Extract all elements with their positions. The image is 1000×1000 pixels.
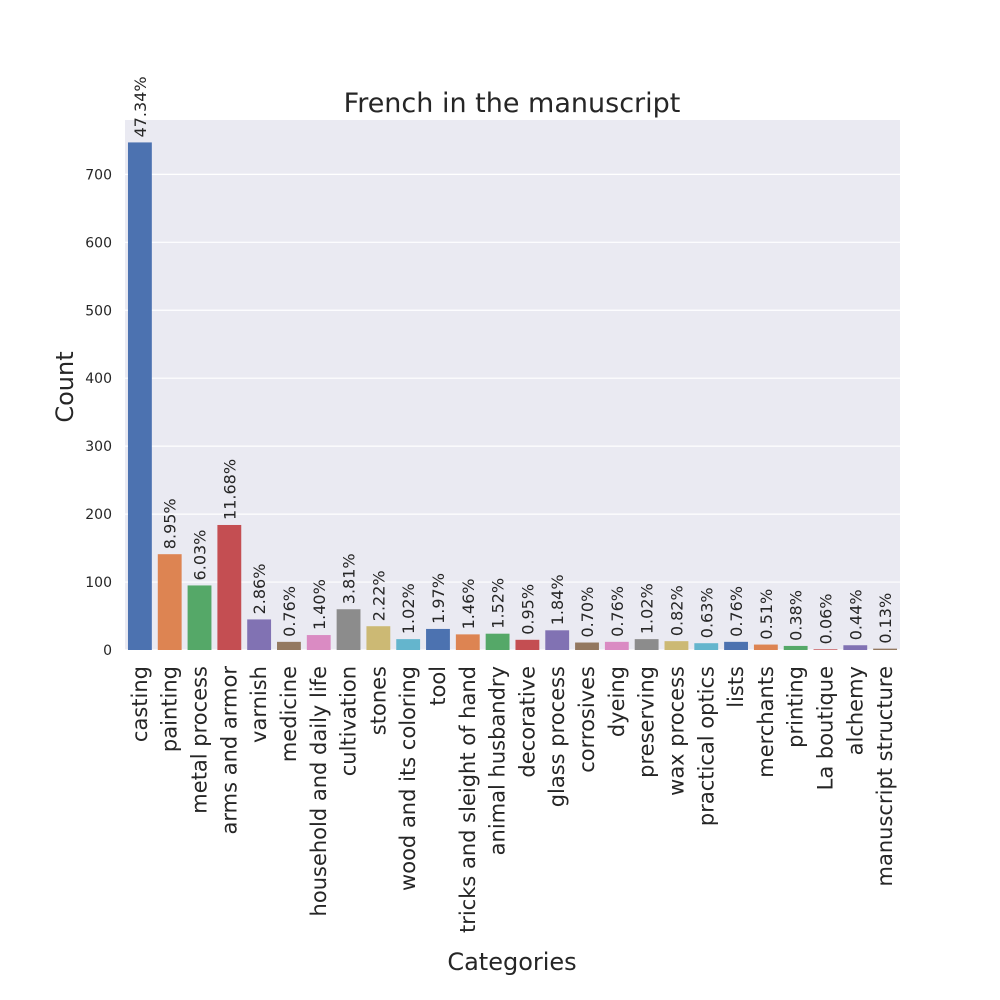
x-tick-label: preserving [635,666,659,778]
y-tick-label: 400 [85,371,112,387]
bar [426,628,450,650]
x-tick-label: household and daily life [307,666,331,916]
x-tick-label: La boutique [813,666,837,790]
plot-background [125,120,900,650]
bar-label: 0.76% [727,586,746,637]
bar-label: 2.86% [250,564,269,615]
bar-label: 0.70% [578,587,597,638]
x-tick-label: corrosives [575,666,599,773]
x-tick-label: wax process [664,666,688,796]
bar-label: 6.03% [191,530,210,581]
y-tick-label: 700 [85,167,112,183]
bar [336,609,361,650]
bar-label: 1.40% [310,579,329,630]
bar-labels: 47.34% 8.95% 6.03% 11.68% 2.86% 0.76% 1.40% 3.8… [131,76,895,644]
x-tick-label: metal process [188,666,212,814]
bar-label: 0.13% [876,593,895,644]
bar [753,644,778,650]
x-axis-label: Categories [447,948,576,976]
x-tick-label: lists [724,666,748,708]
x-tick-label: medicine [277,666,301,762]
bar-label: 1.52% [489,578,508,629]
bar [694,643,719,650]
y-tick-label: 300 [85,439,112,455]
bar [545,630,570,650]
bar [277,641,301,650]
bar-label: 2.22% [369,570,388,621]
x-tick-label: stones [366,666,390,735]
x-tick-label: glass process [545,666,569,807]
y-axis-label: Count [51,351,79,422]
y-tick-label: 500 [85,303,112,319]
x-tick-label: manuscript structure [873,666,897,886]
bar-label: 1.46% [459,579,478,630]
bar [575,642,599,650]
bar-label: 0.44% [846,589,865,640]
bar-label: 3.81% [340,553,359,604]
bar [396,639,421,650]
x-tick-label: animal husbandry [486,666,510,855]
bar [515,639,540,650]
x-tick-label: wood and its coloring [396,666,420,891]
y-tick-label: 100 [85,575,112,591]
bar [724,641,748,650]
bar-label: 11.68% [220,459,239,520]
bar [217,524,242,650]
bar-label: 0.95% [518,584,537,635]
bar [604,641,629,650]
bar-label: 8.95% [161,498,180,549]
bar [783,645,808,650]
bar [873,648,898,650]
bar [247,619,272,650]
bar [455,634,480,650]
bar [664,641,689,650]
x-tick-label: tricks and sleight of hand [456,666,480,933]
bar-label: 47.34% [131,76,150,137]
y-tick-label: 0 [103,643,112,659]
chart-title: French in the manuscript [344,88,681,119]
bars [127,142,898,650]
bar [485,633,510,650]
x-tick-label: practical optics [694,666,718,826]
y-tick-label: 200 [85,507,112,523]
bar [843,645,868,650]
bar-label: 0.38% [787,590,806,641]
y-tick-labels: 0 100 200 300 400 500 600 700 [85,167,112,659]
bar-label: 1.02% [399,583,418,634]
bar [187,585,212,650]
x-tick-label: casting [128,666,152,742]
bar [634,639,659,650]
bar-label: 0.06% [816,593,835,644]
bar-label: 1.97% [429,573,448,624]
x-tick-label: cultivation [337,666,361,776]
bar [157,554,182,650]
bar-label: 0.76% [280,586,299,637]
x-tick-label: painting [158,666,182,752]
x-tick-label: decorative [515,666,539,778]
x-tick-label: printing [784,666,808,748]
bar-label: 0.63% [697,587,716,638]
bar-label: 0.82% [667,585,686,636]
bar [366,626,391,650]
bar-label: 1.02% [638,583,657,634]
bar [813,649,838,650]
y-tick-label: 600 [85,235,112,251]
x-tick-labels: casting painting metal process arms and arm… [128,666,897,933]
bar-label: 0.51% [757,589,776,640]
x-tick-label: arms and armor [217,666,241,835]
x-tick-label: tool [426,666,450,706]
x-tick-label: dyeing [605,666,629,737]
bar-label: 1.84% [548,574,567,625]
x-tick-label: varnish [247,666,271,743]
x-tick-label: merchants [754,666,778,778]
x-tick-label: alchemy [843,666,867,755]
bar [127,142,152,650]
bar-label: 0.76% [608,586,627,637]
bar [306,635,331,650]
